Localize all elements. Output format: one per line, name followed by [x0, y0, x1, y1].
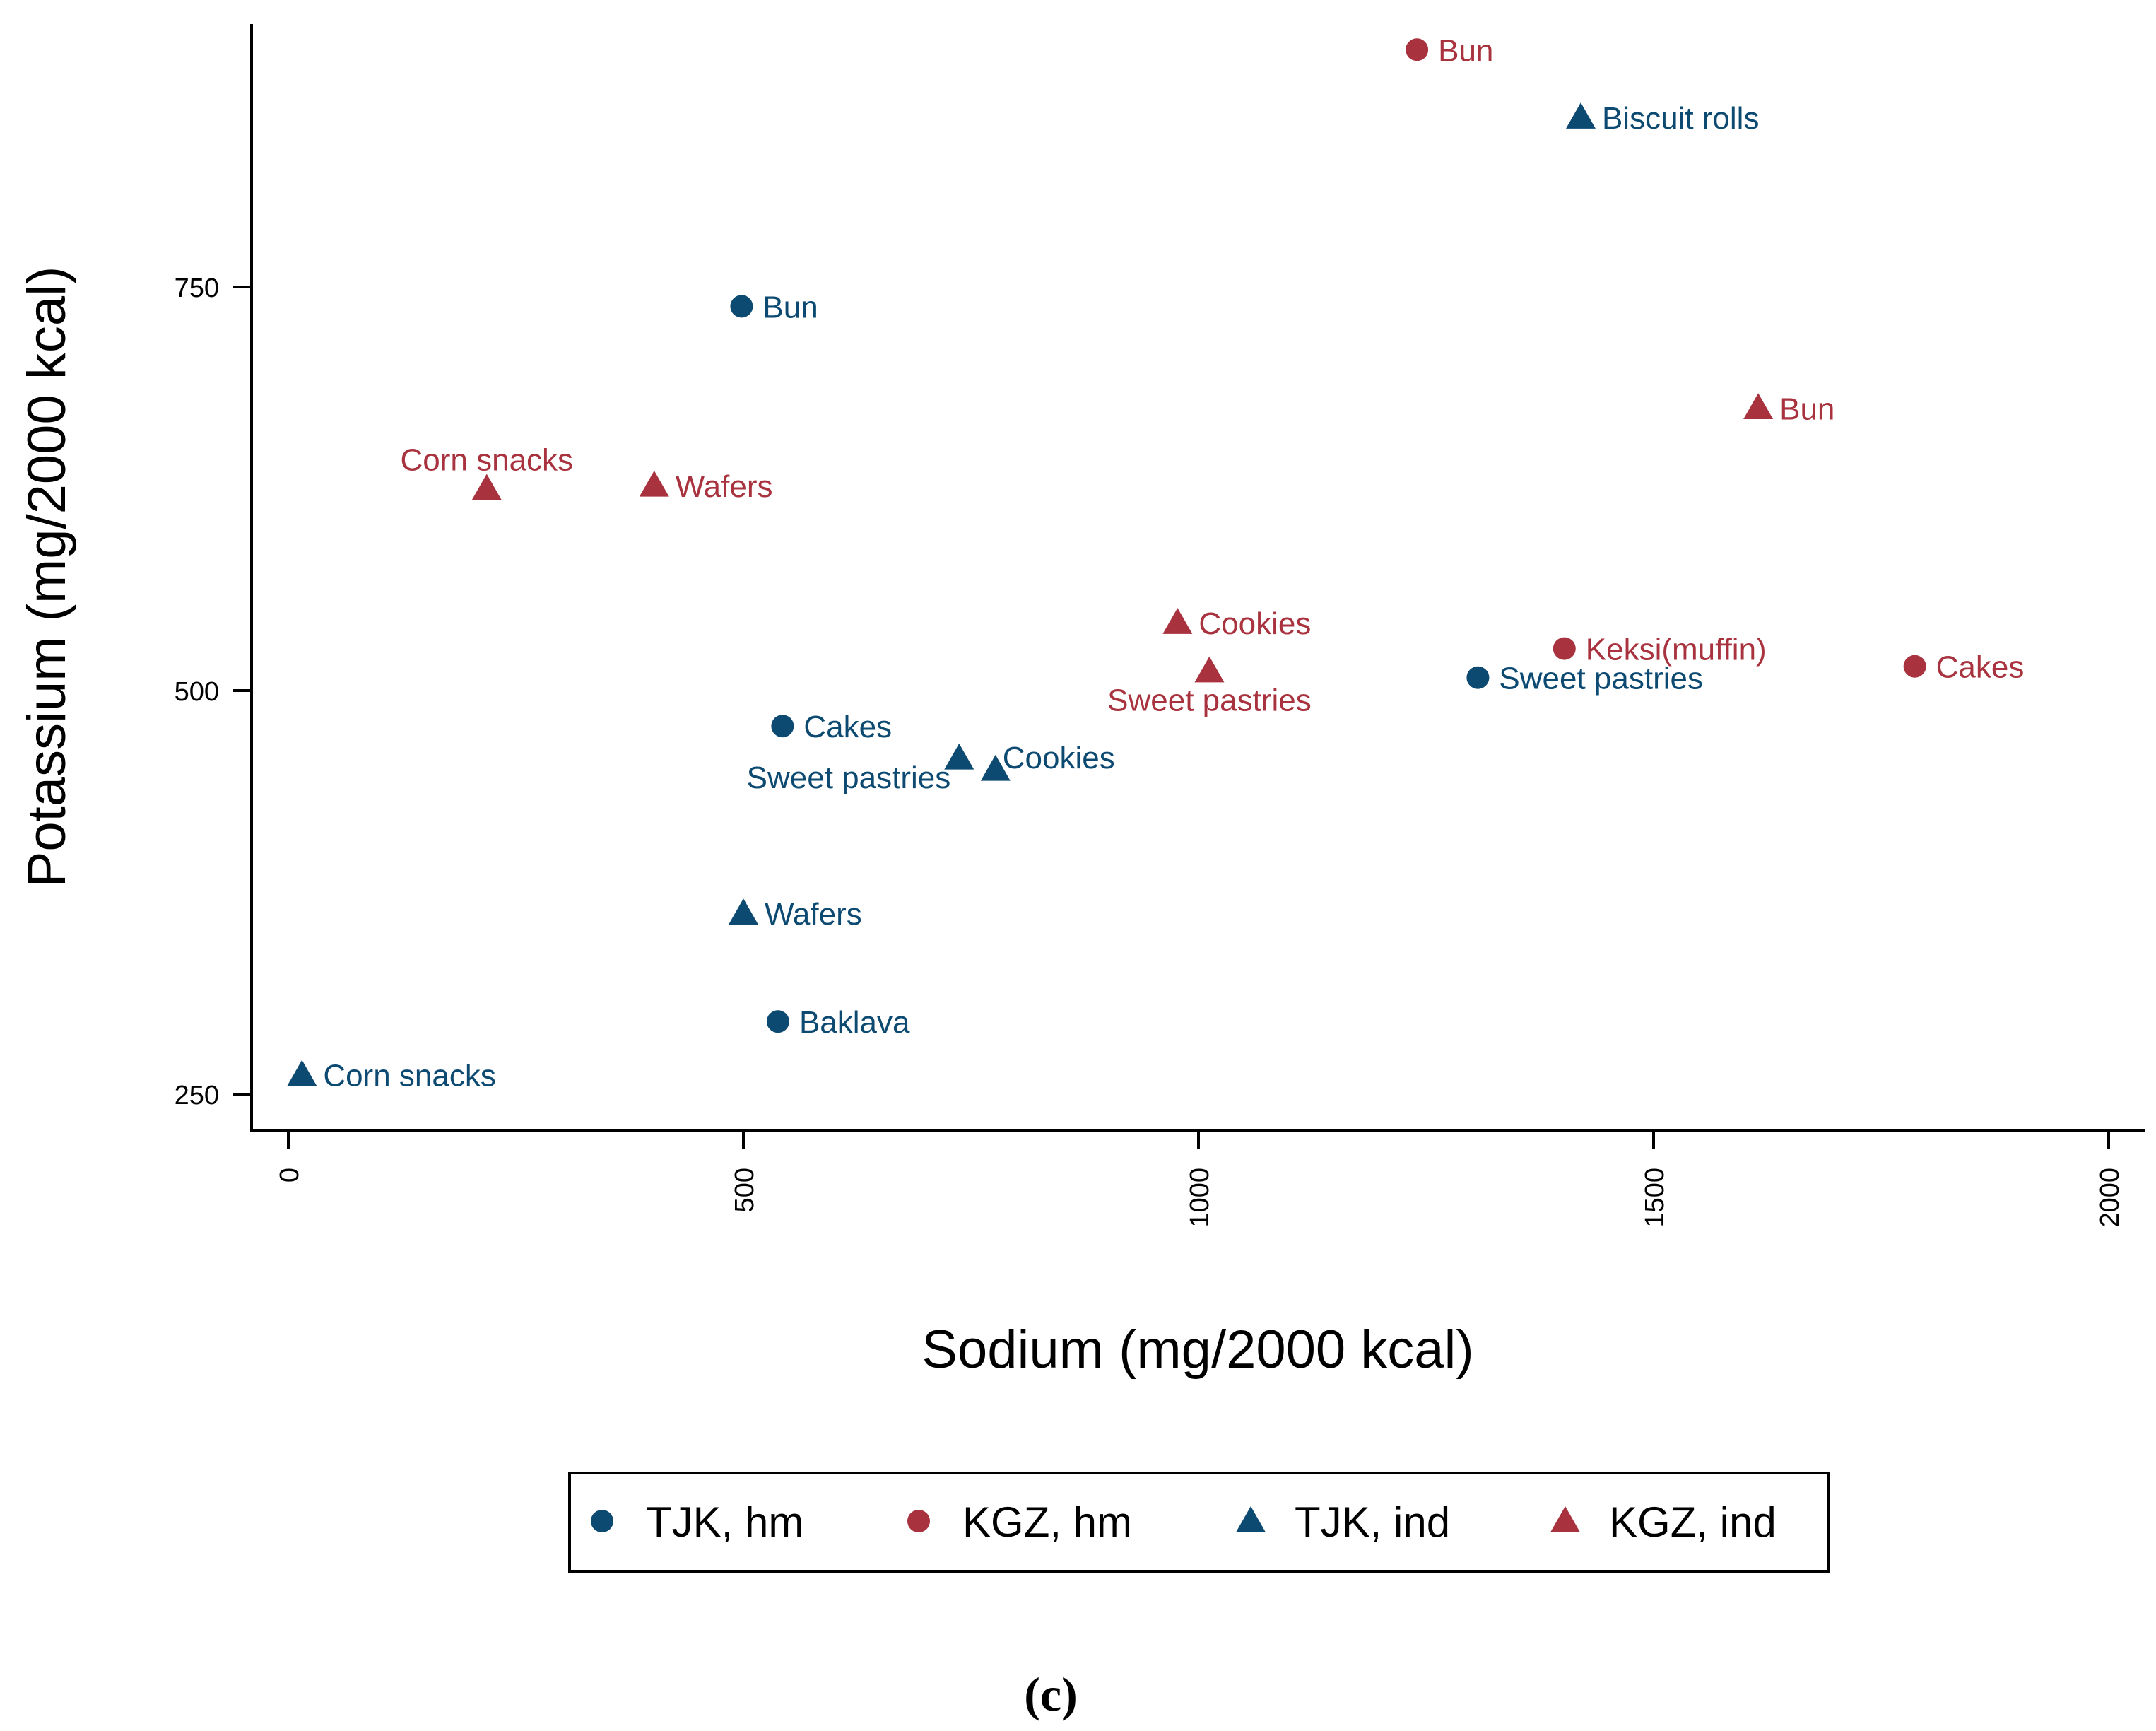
legend: TJK, hm KGZ, hm TJK, ind KGZ, ind — [568, 1472, 1830, 1573]
data-point-triangle — [1194, 656, 1225, 683]
legend-marker-circle — [591, 1510, 613, 1532]
point-label: Bun — [1438, 33, 1493, 68]
point-labels: Baklava Bun Cakes Sweet pastries Bun Keksi(mu… — [323, 33, 2024, 1093]
x-axis-title: Sodium (mg/2000 kcal) — [921, 1320, 1473, 1380]
legend-label: TJK, hm — [646, 1498, 803, 1546]
data-point-triangle — [1743, 393, 1774, 420]
data-point-triangle — [980, 754, 1011, 781]
x-tick-label: 0 — [275, 1168, 305, 1183]
panel-label: (c) — [1024, 1667, 1077, 1721]
point-label: Sweet pastries — [1499, 662, 1703, 696]
data-point-triangle — [471, 474, 502, 500]
data-point-triangle — [287, 1060, 317, 1086]
data-point-triangle — [729, 898, 758, 925]
x-tick-label: 1000 — [1185, 1168, 1215, 1228]
legend-box — [568, 1472, 1830, 1573]
x-tick-label: 2000 — [2095, 1168, 2125, 1228]
point-label: Wafers — [676, 469, 773, 504]
data-point-triangle — [1162, 608, 1193, 634]
point-label: Sweet pastries — [747, 761, 951, 795]
x-axis-ticks: 0 500 1000 1500 2000 — [275, 1131, 2125, 1228]
y-tick-label: 750 — [175, 274, 219, 303]
legend-label: TJK, ind — [1295, 1498, 1450, 1546]
y-axis-ticks: 250 500 750 — [175, 274, 252, 1110]
data-point-circle — [1406, 38, 1429, 61]
data-point-triangle — [1565, 102, 1596, 129]
axes: 0 500 1000 1500 2000 250 500 750 — [175, 24, 2145, 1228]
point-label: Bun — [762, 290, 818, 324]
data-points — [287, 38, 1926, 1086]
y-tick-label: 250 — [175, 1081, 219, 1110]
x-tick-label: 500 — [730, 1168, 760, 1212]
legend-marker-triangle — [1550, 1506, 1580, 1532]
data-point-triangle — [944, 743, 974, 770]
y-axis-title: Potassium (mg/2000 kcal) — [17, 266, 77, 888]
legend-label: KGZ, ind — [1609, 1498, 1777, 1546]
data-point-circle — [766, 1010, 789, 1033]
legend-items: TJK, hm KGZ, hm TJK, ind KGZ, ind — [591, 1498, 1777, 1546]
data-point-circle — [1903, 655, 1926, 678]
x-tick-label: 1500 — [1640, 1168, 1670, 1228]
legend-marker-triangle — [1236, 1506, 1266, 1532]
point-label: Keksi(muffin) — [1586, 633, 1767, 667]
data-point-triangle — [639, 470, 669, 497]
point-label: Corn snacks — [401, 443, 574, 478]
point-label: Baklava — [799, 1005, 910, 1040]
data-point-circle — [1553, 637, 1576, 660]
point-label: Bun — [1779, 392, 1834, 426]
point-label: Biscuit rolls — [1602, 101, 1760, 136]
data-point-circle — [1466, 666, 1490, 689]
data-point-circle — [730, 295, 753, 318]
data-point-circle — [771, 715, 794, 738]
point-label: Wafers — [765, 897, 862, 932]
point-label: Cookies — [1003, 741, 1115, 775]
point-label: Sweet pastries — [1107, 683, 1312, 718]
point-label: Cookies — [1198, 606, 1311, 641]
point-label: Cakes — [803, 710, 892, 744]
y-tick-label: 500 — [175, 677, 219, 707]
point-label: Corn snacks — [323, 1059, 496, 1093]
legend-label: KGZ, hm — [962, 1498, 1132, 1546]
legend-marker-circle — [907, 1510, 930, 1532]
point-label: Cakes — [1936, 650, 2025, 685]
